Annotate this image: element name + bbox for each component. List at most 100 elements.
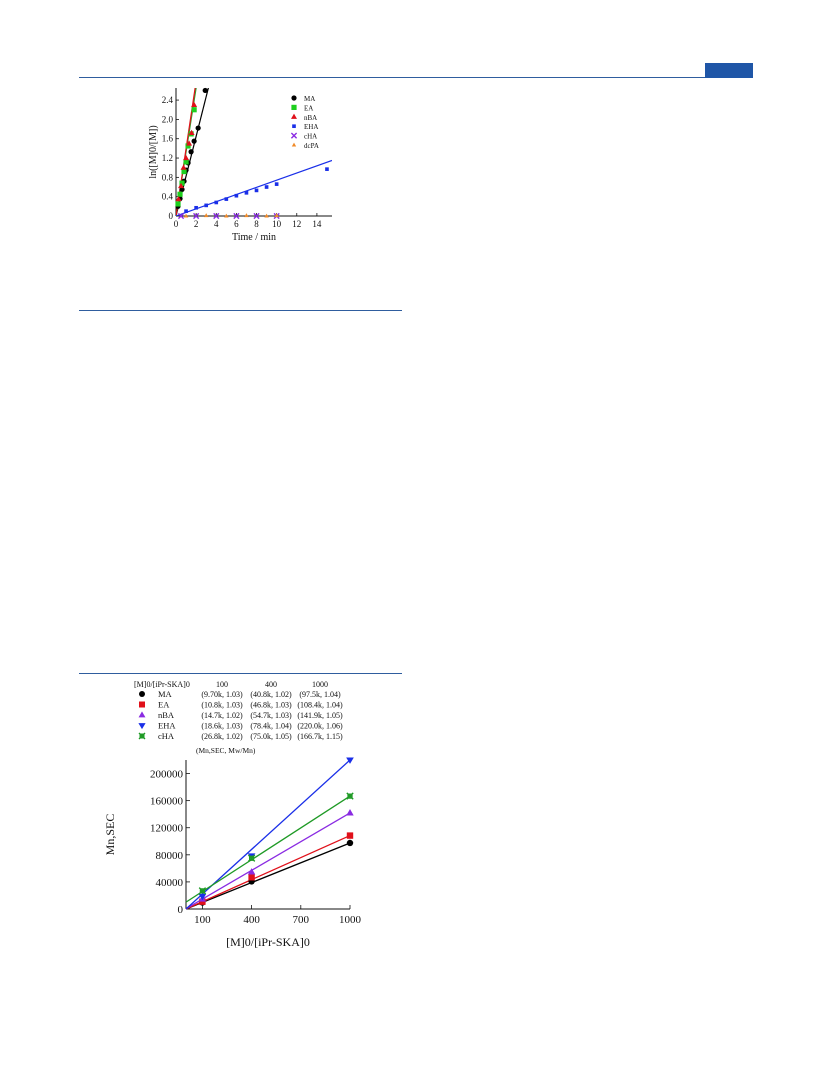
x-tick-label: 1000: [339, 914, 362, 926]
x-tick-label: 12: [292, 219, 301, 229]
data-point-nBA: [175, 195, 182, 202]
data-point-dcPA: [274, 213, 279, 218]
data-point-EHA: [184, 209, 188, 213]
y-axis-label: Mn,SEC: [103, 814, 117, 856]
y-tick-label: 40000: [156, 877, 184, 889]
legend-label-cHA: cHA: [304, 133, 317, 141]
fit-line-EHA: [185, 759, 351, 910]
data-point-MA: [199, 899, 206, 906]
table-header-col: 400: [265, 680, 277, 689]
x-tick-label: 400: [243, 914, 260, 926]
x-tick-label: 700: [293, 914, 310, 926]
y-tick-label: 0.8: [162, 172, 174, 182]
table-marker-EHA: [138, 723, 146, 730]
data-point-EA: [177, 191, 183, 197]
x-tick-label: 2: [194, 219, 199, 229]
fit-line-nBA: [176, 88, 196, 216]
data-point-nBA: [183, 154, 190, 161]
data-point-MA: [181, 178, 187, 184]
x-tick-label: 14: [312, 219, 322, 229]
data-point-MA: [191, 138, 197, 144]
table-marker-EA: [139, 701, 145, 708]
data-point-nBA: [186, 140, 193, 146]
data-point-MA: [185, 160, 191, 166]
data-point-EHA: [254, 188, 259, 193]
data-point-EA: [346, 832, 354, 839]
legend-marker-cHA: [290, 132, 298, 139]
data-point-EA: [248, 874, 255, 881]
x-tick-label: 10: [272, 219, 282, 229]
x-tick-label: 8: [254, 219, 259, 229]
table-cell: (75.0k, 1.05): [250, 732, 292, 741]
data-point-nBA: [178, 182, 185, 189]
fit-line-nBA: [185, 812, 351, 910]
y-tick-label: 2.0: [162, 114, 174, 124]
data-point-MA: [175, 203, 181, 209]
table-cell: (78.4k, 1.04): [250, 722, 292, 731]
x-tick-label: 0: [174, 219, 179, 229]
data-point-EA: [181, 168, 187, 175]
data-point-cHA: [233, 212, 240, 220]
y-tick-label: 0: [178, 904, 184, 916]
data-point-cHA: [253, 212, 260, 220]
x-axis-label: [M]0/[iPr-SKA]0: [226, 935, 310, 949]
data-point-nBA: [188, 129, 195, 136]
legend-marker-EA: [291, 104, 297, 110]
table-series-name-MA: MA: [158, 689, 173, 699]
table-series-name-EA: EA: [158, 700, 170, 710]
table-marker-cHA: [138, 732, 146, 740]
table-cell: (166.7k, 1.15): [297, 732, 343, 741]
header-page-tab: [705, 63, 753, 78]
data-point-cHA: [346, 792, 354, 800]
table-cell: (46.8k, 1.03): [250, 701, 292, 710]
y-tick-label: 80000: [156, 850, 184, 862]
data-point-EHA: [224, 197, 229, 201]
y-tick-label: 0: [169, 211, 174, 221]
y-tick-label: 1.6: [162, 134, 174, 144]
data-point-EHA: [274, 182, 279, 186]
data-point-dcPA: [264, 213, 269, 218]
table-cell: (14.7k, 1.02): [201, 711, 243, 720]
data-point-dcPA: [244, 213, 249, 218]
data-point-cHA: [273, 212, 280, 220]
data-point-EHA: [244, 190, 249, 195]
x-axis-label: Time / min: [232, 232, 276, 243]
table-cell: (141.9k, 1.05): [297, 711, 343, 720]
y-tick-label: 2.4: [162, 95, 174, 105]
y-tick-label: 1.2: [162, 153, 173, 163]
x-tick-label: 6: [234, 219, 239, 229]
data-point-EHA: [194, 205, 198, 210]
data-point-nBA: [346, 809, 354, 816]
data-point-EA: [175, 201, 181, 207]
data-point-cHA: [177, 212, 185, 220]
fit-line-EHA: [176, 159, 332, 216]
table-cell: (40.8k, 1.02): [250, 690, 292, 699]
data-point-EHA: [198, 893, 207, 901]
data-point-nBA: [247, 868, 256, 875]
data-point-MA: [248, 878, 255, 885]
data-point-EA: [191, 107, 197, 113]
fit-line-cHA: [185, 795, 351, 903]
data-point-MA: [183, 167, 189, 173]
table-header-col: 1000: [312, 680, 328, 689]
legend-label-EA: EA: [304, 104, 313, 112]
data-point-MA: [188, 149, 194, 155]
legend-label-MA: MA: [304, 95, 315, 103]
x-tick-label: 100: [194, 914, 211, 926]
legend-marker-dcPA: [291, 142, 297, 147]
fit-line-EA: [185, 834, 351, 910]
table-series-name-nBA: nBA: [158, 710, 175, 720]
data-point-EHA: [325, 167, 329, 171]
header-rule: [79, 77, 753, 78]
data-point-EHA: [346, 757, 354, 764]
table-series-name-cHA: cHA: [158, 731, 175, 741]
legend-marker-nBA: [291, 113, 297, 119]
data-point-cHA: [198, 887, 207, 895]
data-point-MA: [179, 186, 185, 193]
table-cell: (18.6k, 1.03): [201, 722, 243, 731]
section-rule-1: [79, 310, 402, 311]
table-marker-MA: [139, 691, 145, 697]
y-axis-label: ln([M]0/[M]): [148, 125, 159, 178]
